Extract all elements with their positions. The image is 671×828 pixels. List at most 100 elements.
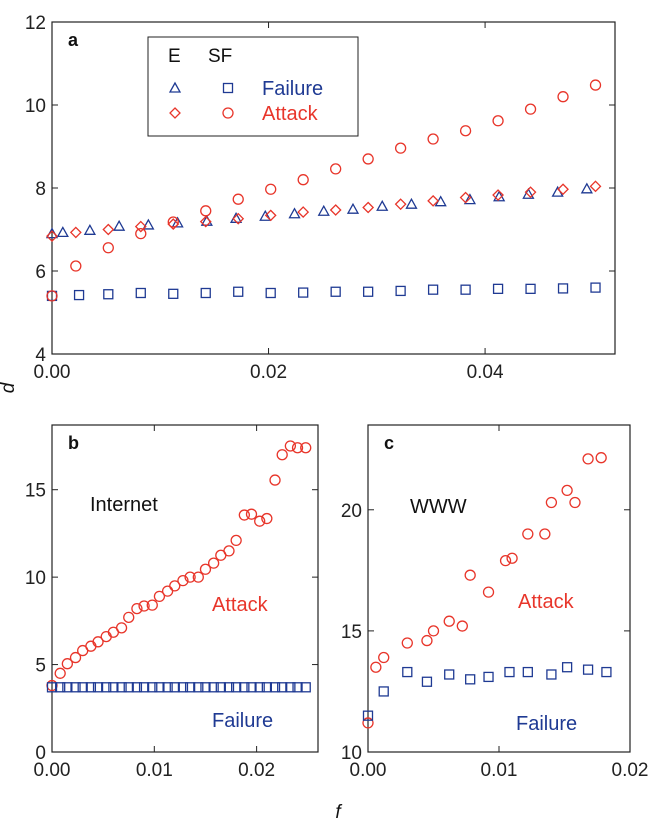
data-point (557, 183, 569, 196)
data-point (146, 599, 158, 611)
data-point (232, 193, 244, 205)
data-point (131, 682, 143, 693)
data-point (421, 676, 433, 687)
data-point (193, 682, 204, 693)
data-point (147, 682, 158, 693)
data-point (545, 496, 558, 509)
data-point (459, 125, 472, 137)
y-tick-label: 15 (25, 481, 46, 502)
data-point (504, 666, 515, 678)
panel-letter: b (68, 433, 79, 453)
data-point (265, 287, 276, 299)
data-point (401, 637, 413, 649)
data-point (231, 682, 242, 693)
data-point (70, 682, 81, 693)
attack-label: Attack (212, 594, 269, 616)
data-point (102, 223, 115, 236)
data-point (265, 183, 277, 195)
data-point (83, 223, 96, 235)
failure-label: Failure (516, 713, 577, 735)
data-point (77, 682, 88, 693)
legend-marker-e (168, 81, 182, 93)
x-tick-label: 0.00 (34, 362, 71, 383)
data-point (92, 636, 104, 648)
data-point (378, 651, 390, 664)
y-tick-label: 5 (35, 656, 46, 677)
data-point (134, 220, 147, 233)
chart-panel-a: 4 6 8 10 12 0.00 0.02 0.04 a E SF Failure Attack d (0, 13, 616, 393)
data-point (285, 682, 296, 693)
data-point (524, 103, 537, 115)
data-point (300, 442, 312, 454)
data-point (378, 686, 389, 697)
failure-label: Failure (212, 710, 273, 732)
y-tick-label: 8 (35, 179, 46, 200)
data-point (102, 242, 114, 254)
data-point (427, 133, 439, 145)
data-point (153, 590, 166, 603)
x-tick-label: 0.00 (34, 760, 71, 781)
data-point (297, 206, 310, 218)
data-point (443, 615, 455, 627)
data-point (115, 622, 128, 634)
data-point (483, 671, 494, 683)
data-point (561, 662, 573, 673)
y-tick-label: 6 (35, 262, 46, 283)
legend-header-e: E (168, 46, 181, 67)
legend-marker-sf (222, 107, 234, 119)
data-point (276, 449, 288, 461)
data-point (329, 204, 342, 216)
data-point (421, 634, 433, 647)
data-point (492, 189, 504, 201)
data-point (232, 212, 245, 225)
data-point (300, 682, 311, 693)
x-tick-label: 0.02 (238, 760, 275, 781)
attack-label: Attack (518, 591, 575, 613)
data-point (465, 674, 476, 685)
data-point (254, 515, 266, 527)
data-point (168, 288, 179, 299)
data-point (123, 682, 134, 693)
data-point (69, 226, 82, 239)
x-tick-label: 0.01 (136, 760, 173, 781)
data-point (184, 571, 196, 583)
data-point (284, 440, 297, 452)
data-point (230, 534, 242, 547)
data-point (92, 682, 104, 693)
data-point (427, 625, 440, 637)
data-point (223, 682, 235, 693)
data-point (589, 180, 602, 193)
data-point (522, 666, 533, 678)
data-point (317, 204, 330, 216)
x-tick-label: 0.01 (481, 760, 518, 781)
y-tick-label: 15 (341, 622, 362, 643)
data-point (522, 187, 535, 199)
data-point (288, 207, 301, 219)
legend-marker-sf (222, 82, 234, 94)
data-point (184, 682, 196, 693)
y-tick-label: 20 (341, 501, 362, 522)
data-point (444, 669, 455, 680)
series-failure (46, 682, 311, 693)
data-point (169, 580, 181, 592)
legend: E SF Failure Attack (147, 36, 359, 137)
data-point (427, 284, 439, 295)
chart-panel-b: 0 5 10 15 0.00 0.01 0.02 b Internet Attack Failure (25, 424, 319, 781)
data-point (135, 287, 146, 299)
data-point (199, 563, 212, 575)
data-point (492, 115, 504, 127)
data-point (561, 484, 573, 497)
legend-label: Attack (262, 103, 319, 125)
data-point (330, 286, 341, 297)
data-point (192, 571, 204, 583)
data-point (362, 717, 374, 729)
series-e-failure (45, 182, 593, 239)
data-point (402, 666, 413, 678)
data-point (70, 260, 82, 272)
data-point (525, 283, 536, 294)
y-tick-label: 4 (35, 345, 46, 366)
data-point (46, 682, 58, 693)
data-point (254, 682, 265, 693)
panel-letter: a (68, 30, 79, 50)
data-point (362, 201, 375, 214)
